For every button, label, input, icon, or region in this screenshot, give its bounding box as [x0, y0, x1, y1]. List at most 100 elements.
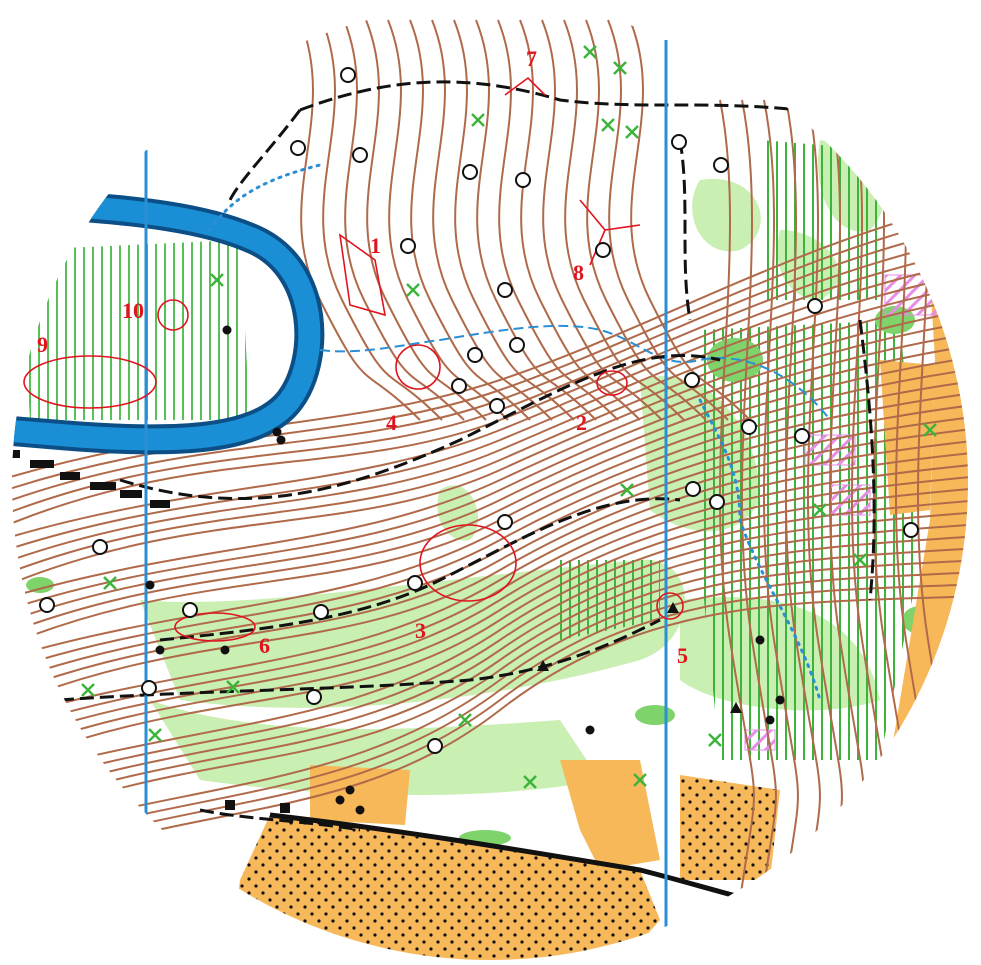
control-number-9: 9 — [37, 332, 48, 357]
green-cross — [81, 683, 95, 697]
green-cross — [625, 125, 639, 139]
green-cross — [601, 118, 615, 132]
control-number-2: 2 — [576, 410, 587, 435]
boulder-dot — [755, 635, 765, 645]
green-cross — [633, 773, 647, 787]
boulder-ring — [807, 298, 823, 314]
control-number-1: 1 — [370, 233, 381, 258]
boulder-ring — [182, 602, 198, 618]
boulder-ring — [427, 738, 443, 754]
control-number-5: 5 — [677, 643, 688, 668]
contour-line — [12, 559, 968, 841]
control-number-8: 8 — [573, 260, 584, 285]
boulder-ring — [684, 372, 700, 388]
boulder-dot — [155, 645, 165, 655]
contour-line — [12, 511, 968, 793]
contour-line — [785, 99, 821, 901]
control-number-4: 4 — [386, 410, 397, 435]
boulder-ring — [467, 347, 483, 363]
control-number-7: 7 — [526, 46, 537, 71]
green-cross — [406, 283, 420, 297]
contour-line — [497, 19, 619, 421]
boulder-dot — [765, 715, 775, 725]
boulder-dot — [775, 695, 785, 705]
boulder-ring — [313, 604, 329, 620]
boulder-ring — [595, 242, 611, 258]
course-annotations — [23, 76, 684, 642]
control-number-10: 10 — [122, 298, 144, 323]
green-cross — [620, 483, 634, 497]
boulder-ring — [497, 514, 513, 530]
streams — [208, 163, 831, 702]
boulder-dot — [272, 427, 282, 437]
contour-line — [629, 19, 751, 421]
point-features — [39, 45, 937, 815]
contour-line — [12, 271, 968, 553]
control-ring-triangle — [656, 592, 684, 620]
contour-line — [12, 283, 968, 565]
boulder-ring — [462, 164, 478, 180]
contour-line — [12, 295, 968, 577]
control-number-3: 3 — [415, 618, 426, 643]
contour-line — [321, 19, 443, 421]
boulder-ring — [794, 428, 810, 444]
boulder-ring — [713, 157, 729, 173]
control-number-6: 6 — [259, 633, 270, 658]
boulder-dot — [585, 725, 595, 735]
contour-line — [12, 355, 968, 637]
boulder-ring — [709, 494, 725, 510]
contour-line — [12, 415, 968, 697]
boulder-ring — [352, 147, 368, 163]
control-ring-ellipse — [419, 524, 517, 602]
green-cross — [148, 728, 162, 742]
green-cross — [708, 733, 722, 747]
contour-line — [12, 523, 968, 805]
contour-line — [12, 475, 968, 757]
contour-line — [453, 19, 575, 421]
boulder-ring — [407, 575, 423, 591]
contour-line — [12, 463, 968, 745]
boulder-dot — [276, 435, 286, 445]
boulder-ring — [685, 481, 701, 497]
boulder-dot — [335, 795, 345, 805]
control-ring-v — [596, 370, 628, 396]
green-cross — [583, 45, 597, 59]
boulder-dot — [145, 580, 155, 590]
contour-line — [12, 319, 968, 601]
green-cross — [613, 61, 627, 75]
boulder-ring — [515, 172, 531, 188]
green-cross — [103, 576, 117, 590]
contour-line — [12, 343, 968, 625]
boulder-ring — [290, 140, 306, 156]
green-cross — [226, 680, 240, 694]
boulder-dot — [222, 325, 232, 335]
boulder-ring — [509, 337, 525, 353]
contour-line — [763, 99, 799, 901]
green-cross — [813, 503, 827, 517]
boulder-ring — [903, 522, 919, 538]
contour-line — [12, 439, 968, 721]
contour-line — [12, 535, 968, 817]
boulder-ring — [489, 398, 505, 414]
contour-line — [12, 547, 968, 829]
contour-line — [365, 19, 487, 421]
control-ring-ellipse — [174, 612, 256, 642]
green-cross — [853, 553, 867, 567]
boulder-ring — [497, 282, 513, 298]
control-ring-caret — [504, 76, 546, 96]
contour-line — [12, 403, 968, 685]
boulder-ring — [92, 539, 108, 555]
contour-line — [409, 19, 531, 421]
contour-line — [12, 379, 968, 661]
contour-line — [12, 427, 968, 709]
boulder-ring — [741, 419, 757, 435]
boulder-dot — [220, 645, 230, 655]
contour-line — [12, 247, 968, 529]
control-ring-circle — [157, 299, 189, 331]
boulder-dot — [345, 785, 355, 795]
boulder-ring — [39, 597, 55, 613]
boulder-dot — [355, 805, 365, 815]
contour-line — [12, 487, 968, 769]
